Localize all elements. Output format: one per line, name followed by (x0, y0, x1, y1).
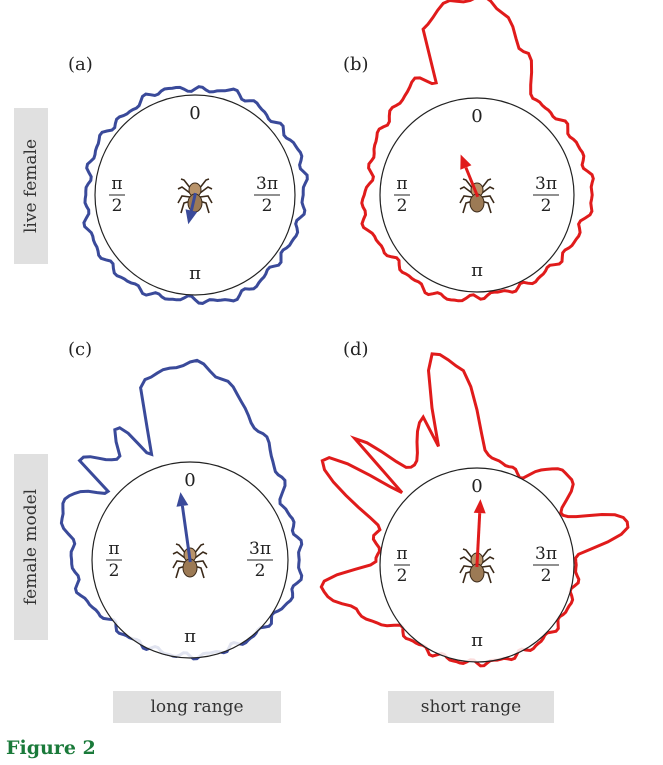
spider-leg-0 (175, 543, 187, 555)
angle-label-0: 0 (471, 476, 482, 497)
panel-letter: (c) (68, 339, 92, 360)
column-label-short-range: short range (388, 691, 554, 723)
spider-leg-6 (199, 195, 213, 204)
figure-caption: Figure 2 (6, 737, 96, 759)
column-label-long-range-text: long range (150, 697, 244, 717)
mean-direction-arrow-shaft (475, 513, 482, 568)
angle-label-0: 0 (471, 106, 482, 127)
angle-label-pi-over-2-numerator: π (111, 174, 122, 194)
spider-leg-2 (459, 565, 473, 574)
spider-leg-4 (198, 178, 210, 190)
spider-leg-1 (172, 551, 186, 559)
spider-leg-4 (480, 548, 492, 560)
row-label-female-model: female model (14, 454, 48, 640)
spider-leg-0 (462, 548, 474, 560)
spider-leg-5 (194, 551, 208, 559)
spider-leg-2 (177, 195, 191, 204)
distribution-curve (360, 0, 595, 303)
spider-leg-6 (481, 565, 495, 574)
angle-label-pi: π (471, 260, 483, 281)
distribution-curve (319, 352, 630, 668)
mean-direction-arrow-head (185, 209, 198, 225)
spider-leg-6 (481, 195, 495, 204)
row-label-live-female: live female (14, 108, 48, 264)
spider-leg-0 (462, 178, 474, 190)
angle-label-pi: π (471, 630, 483, 651)
angle-label-3pi-over-2-numerator: 3π (535, 544, 557, 564)
angle-label-pi-over-2-denominator: 2 (112, 196, 123, 216)
spider-leg-2 (172, 560, 186, 569)
angle-label-3pi-over-2-numerator: 3π (249, 539, 271, 559)
panel-letter: (b) (343, 54, 369, 75)
angle-label-0: 0 (184, 470, 195, 491)
angle-label-3pi-over-2-numerator: 3π (535, 174, 557, 194)
angle-label-pi-over-2-numerator: π (108, 539, 119, 559)
angle-label-3pi-over-2-denominator: 2 (541, 566, 552, 586)
spider-leg-6 (194, 560, 208, 569)
angle-label-pi-over-2-denominator: 2 (109, 561, 120, 581)
mean-direction-arrow-head (176, 492, 189, 507)
mean-direction-arrow-shaft (189, 192, 197, 211)
spider-leg-1 (177, 186, 191, 194)
spider-leg-1 (459, 556, 473, 564)
angle-label-pi-over-2-numerator: π (396, 544, 407, 564)
spider-leg-5 (481, 556, 495, 564)
spider-leg-4 (193, 543, 205, 555)
angle-label-pi: π (184, 626, 196, 647)
panel-letter: (a) (68, 54, 93, 75)
angle-label-3pi-over-2-denominator: 2 (255, 561, 266, 581)
angle-label-0: 0 (189, 103, 200, 124)
spider-leg-0 (180, 178, 192, 190)
spider-icon (172, 543, 208, 579)
panel-letter: (d) (343, 339, 369, 360)
mean-direction-arrow-shaft (180, 505, 192, 563)
mean-direction-arrow-shaft (464, 166, 480, 198)
spider-leg-4 (480, 178, 492, 190)
spider-leg-2 (459, 195, 473, 204)
column-label-long-range: long range (113, 691, 281, 723)
mean-direction-arrow-head (460, 154, 472, 170)
angle-label-3pi-over-2-denominator: 2 (541, 196, 552, 216)
mean-direction-arrow-head (473, 499, 486, 514)
distribution-curve (82, 85, 309, 305)
angle-label-3pi-over-2-numerator: 3π (256, 174, 278, 194)
spider-leg-5 (481, 186, 495, 194)
angle-label-pi-over-2-denominator: 2 (397, 196, 408, 216)
spider-leg-5 (199, 186, 213, 194)
angle-label-pi-over-2-numerator: π (396, 174, 407, 194)
angle-label-3pi-over-2-denominator: 2 (262, 196, 273, 216)
column-label-short-range-text: short range (420, 697, 522, 717)
spider-leg-1 (459, 186, 473, 194)
spider-icon (177, 178, 213, 214)
angle-label-pi-over-2-denominator: 2 (397, 566, 408, 586)
angle-label-pi: π (189, 263, 201, 284)
